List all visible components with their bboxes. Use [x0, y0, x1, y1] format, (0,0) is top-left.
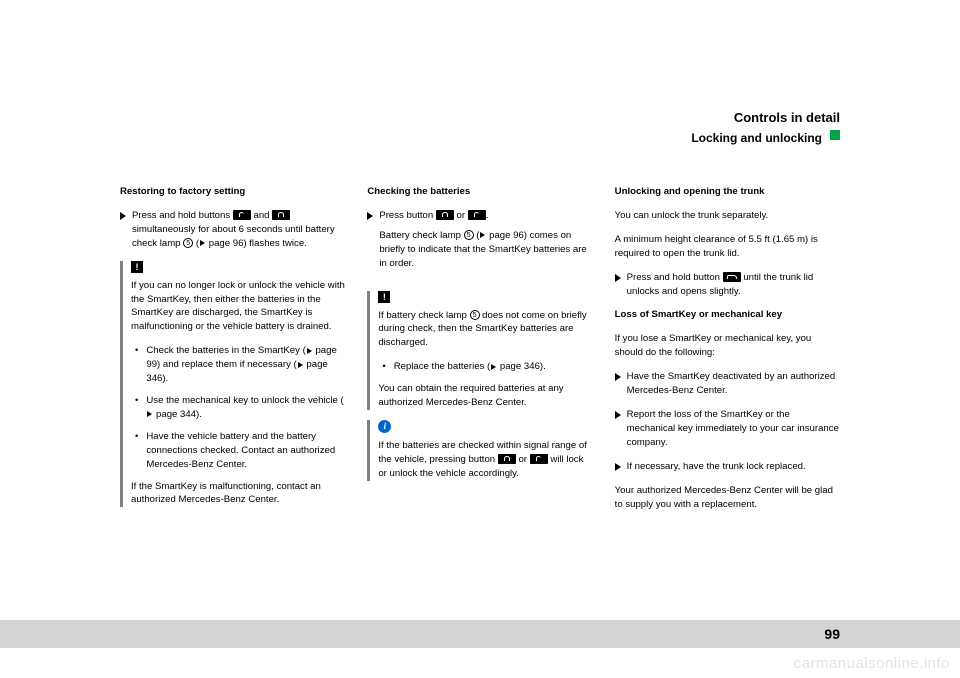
step-follow: Battery check lamp 5 ( page 96) comes on… — [379, 229, 592, 271]
callout-5-icon: 5 — [470, 310, 480, 320]
col3-heading-2: Loss of SmartKey or mechanical key — [615, 308, 840, 322]
unlock-button-icon — [468, 210, 486, 220]
step-arrow-icon — [615, 274, 621, 282]
trunk-button-icon — [723, 272, 741, 282]
notice-para-2: You can obtain the required batteries at… — [378, 382, 592, 410]
col3-step-2: Have the SmartKey deactivated by an auth… — [615, 370, 840, 398]
col3-para-2: A minimum height clearance of 5.5 ft (1.… — [615, 233, 840, 261]
step-arrow-icon — [120, 212, 126, 220]
step-text: Report the loss of the SmartKey or the m… — [627, 408, 840, 450]
page-ref-icon — [298, 362, 303, 368]
section-marker-icon — [830, 130, 840, 140]
col3-step-4: If necessary, have the trunk lock replac… — [615, 460, 840, 474]
notice-bullets: Check the batteries in the SmartKey ( pa… — [131, 344, 345, 471]
step-text: If necessary, have the trunk lock replac… — [627, 460, 840, 474]
step-text: Press and hold button until the trunk li… — [627, 271, 840, 299]
info-icon: i — [378, 420, 391, 433]
info-para: If the batteries are checked within sign… — [378, 439, 592, 481]
col3-para-1: You can unlock the trunk separately. — [615, 209, 840, 223]
col3-para-4: Your authorized Mercedes-Benz Center wil… — [615, 484, 840, 512]
col2-notice: ! If battery check lamp 5 does not come … — [367, 291, 592, 410]
col3-heading-1: Unlocking and opening the trunk — [615, 185, 840, 199]
bullet-1: Replace the batteries ( page 346). — [382, 360, 592, 374]
col3-para-3: If you lose a SmartKey or mechanical key… — [615, 332, 840, 360]
callout-5-icon: 5 — [183, 238, 193, 248]
lock-button-icon — [498, 454, 516, 464]
step-arrow-icon — [615, 411, 621, 419]
caution-icon: ! — [378, 291, 390, 303]
lock-button-icon — [272, 210, 290, 220]
col1-notice: ! If you can no longer lock or unlock th… — [120, 261, 345, 508]
col3-step-1: Press and hold button until the trunk li… — [615, 271, 840, 299]
page-ref-icon — [307, 348, 312, 354]
col1-step-1: Press and hold buttons and simultaneousl… — [120, 209, 345, 251]
unlock-button-icon — [530, 454, 548, 464]
column-1: Restoring to factory setting Press and h… — [120, 185, 345, 521]
step-text: Press button or . Battery check lamp 5 (… — [379, 209, 592, 281]
footer-band: 99 — [0, 620, 960, 648]
section-title: Locking and unlocking — [691, 131, 822, 145]
notice-para-1: If battery check lamp 5 does not come on… — [378, 309, 592, 351]
col2-info: i If the batteries are checked within si… — [367, 420, 592, 481]
content-columns: Restoring to factory setting Press and h… — [120, 185, 840, 521]
page-ref-icon — [200, 240, 205, 246]
notice-bullets: Replace the batteries ( page 346). — [378, 360, 592, 374]
page-number: 99 — [824, 626, 840, 642]
step-arrow-icon — [615, 463, 621, 471]
col2-heading: Checking the batteries — [367, 185, 592, 199]
column-3: Unlocking and opening the trunk You can … — [615, 185, 840, 521]
step-arrow-icon — [367, 212, 373, 220]
bullet-3: Have the vehicle battery and the battery… — [135, 430, 345, 472]
unlock-button-icon — [233, 210, 251, 220]
step-arrow-icon — [615, 373, 621, 381]
step-text: Press and hold buttons and simultaneousl… — [132, 209, 345, 251]
page-header: Controls in detail Locking and unlocking — [120, 110, 840, 145]
lock-button-icon — [436, 210, 454, 220]
notice-para-2: If the SmartKey is malfunctioning, conta… — [131, 480, 345, 508]
col3-step-3: Report the loss of the SmartKey or the m… — [615, 408, 840, 450]
bullet-1: Check the batteries in the SmartKey ( pa… — [135, 344, 345, 386]
page-ref-icon — [491, 364, 496, 370]
page-content: Controls in detail Locking and unlocking… — [120, 110, 840, 521]
col1-heading: Restoring to factory setting — [120, 185, 345, 199]
caution-icon: ! — [131, 261, 143, 273]
callout-5-icon: 5 — [464, 230, 474, 240]
bullet-2: Use the mechanical key to unlock the veh… — [135, 394, 345, 422]
col2-step-1: Press button or . Battery check lamp 5 (… — [367, 209, 592, 281]
step-text: Have the SmartKey deactivated by an auth… — [627, 370, 840, 398]
page-ref-icon — [480, 232, 485, 238]
page-ref-icon — [147, 411, 152, 417]
column-2: Checking the batteries Press button or .… — [367, 185, 592, 521]
notice-para-1: If you can no longer lock or unlock the … — [131, 279, 345, 335]
watermark: carmanualsonline.info — [794, 655, 950, 672]
chapter-title: Controls in detail — [120, 110, 840, 125]
